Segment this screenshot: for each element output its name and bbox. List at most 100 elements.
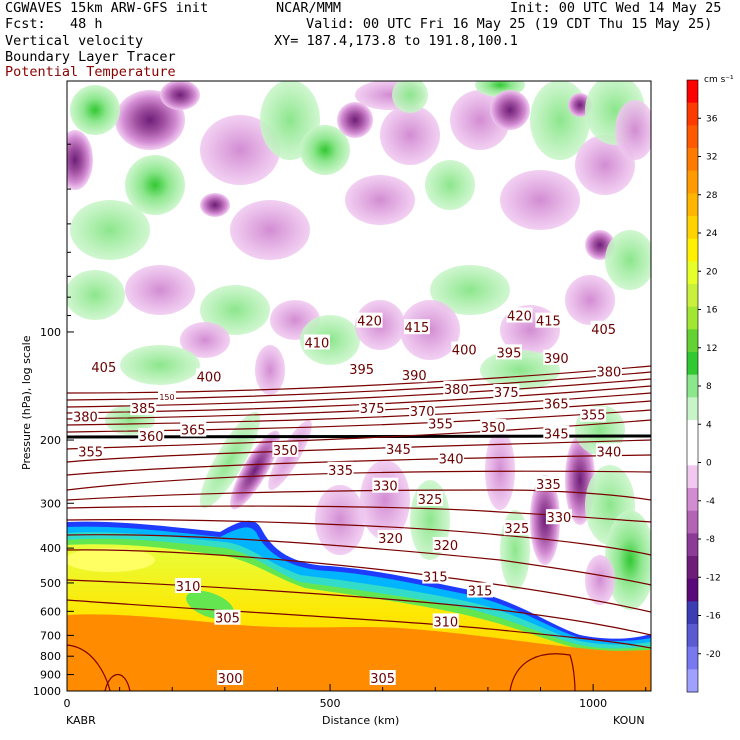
theta-label-bg — [359, 400, 386, 416]
y-axis: 100 200 300 400 500 600 700 800 900 1000 — [33, 80, 74, 698]
theta-contour-label: 420 — [507, 310, 532, 325]
colorbar-swatch — [687, 420, 698, 444]
theta-label-bg — [535, 312, 562, 328]
colorbar-swatch — [687, 510, 698, 534]
theta-contour-label: 355 — [78, 445, 103, 460]
theta-contour-label: 315 — [423, 571, 448, 586]
theta-contour-label: 405 — [591, 323, 616, 338]
theta-label-bg — [493, 384, 520, 400]
theta-label-bg — [175, 578, 202, 594]
theta-label-bg — [303, 334, 330, 350]
theta-label-bg — [196, 368, 223, 384]
theta-contour-label: 315 — [468, 585, 493, 600]
theta-label-bg — [503, 520, 530, 536]
field-potential-temperature: Potential Temperature — [5, 64, 176, 80]
cross-section-coords: XY= 187.4,173.8 to 191.8,100.1 — [274, 33, 518, 49]
y-tick-label: 100 — [40, 326, 61, 339]
theta-label-bg — [480, 419, 507, 435]
theta-contour-label: 365 — [181, 424, 206, 439]
colorbar-swatch — [687, 238, 698, 262]
theta-contour-label: 320 — [433, 539, 458, 554]
theta-contour-label: 355 — [428, 418, 453, 433]
theta-contour-labels: 420 420 415 415 405 410 400 395 390 405 400 395 390 3… — [72, 307, 622, 687]
colorbar-tick-label: 36 — [706, 114, 718, 124]
theta-label-bg — [438, 450, 465, 466]
theta-contour-label: 375 — [494, 386, 519, 401]
theta-label-bg — [545, 509, 572, 525]
colorbar-tick-label: 32 — [706, 153, 717, 163]
colorbar-swatch — [687, 329, 698, 353]
colorbar-tick-label: 8 — [706, 382, 712, 392]
plot-area — [67, 81, 651, 691]
x-tick-label: 1000 — [579, 697, 607, 710]
theta-contour-label: 345 — [386, 443, 411, 458]
colorbar-swatch — [687, 601, 698, 625]
theta-contour-label: 405 — [91, 361, 116, 376]
theta-label-bg — [401, 367, 428, 383]
y-tick-label: 400 — [40, 542, 61, 555]
forecast-hour: Fcst: 48 h — [5, 16, 103, 32]
theta-contour-label: 325 — [418, 493, 443, 508]
theta-contour-label: 325 — [504, 522, 529, 537]
theta-label-bg — [403, 319, 430, 335]
theta-contour-label: 415 — [404, 321, 429, 336]
theta-label-bg — [77, 443, 104, 459]
theta-label-bg — [348, 361, 375, 377]
theta-label-bg — [217, 669, 244, 685]
theta-contour-label: 380 — [73, 411, 98, 426]
colorbar-swatch — [687, 669, 698, 693]
theta-contour-label: 360 — [139, 430, 164, 445]
y-tick-label: 700 — [40, 629, 61, 642]
colorbar-swatch — [687, 624, 698, 648]
valid-time: Valid: 00 UTC Fri 16 May 25 (19 CDT Thu … — [306, 16, 713, 32]
colorbar-swatch — [687, 352, 698, 376]
theta-label-bg — [432, 536, 459, 552]
colorbar-swatch — [687, 442, 698, 466]
colorbar-swatch — [687, 533, 698, 557]
y-tick-label: 600 — [40, 605, 61, 618]
theta-label-bg — [535, 475, 562, 491]
theta-contour-label: 345 — [544, 428, 569, 443]
theta-contour-label: 310 — [176, 580, 201, 595]
theta-label-bg — [90, 358, 117, 374]
theta-contour-label: 395 — [349, 363, 374, 378]
right-endpoint-label: KOUN — [613, 714, 645, 727]
colorbar-swatch — [687, 216, 698, 240]
field-vertical-velocity: Vertical velocity — [5, 33, 144, 49]
theta-label-bg — [467, 582, 494, 598]
theta-contour-label: 375 — [360, 402, 385, 417]
theta-contour-label: 335 — [328, 464, 353, 479]
theta-label-bg — [543, 349, 570, 365]
colorbar-tick-label: -12 — [706, 573, 721, 583]
theta-label-bg — [385, 441, 412, 457]
theta-label-bg — [443, 380, 470, 396]
theta-label-bg — [130, 400, 157, 416]
x-tick-label: 500 — [320, 697, 341, 710]
theta-contour-label: 150 — [159, 393, 174, 402]
model-title: CGWAVES 15km ARW-GFS init — [5, 0, 209, 16]
colorbar-tick-label: 4 — [706, 420, 712, 430]
plot-frame — [66, 80, 652, 692]
theta-contour-label: 330 — [547, 511, 572, 526]
theta-label-bg — [272, 441, 299, 457]
colorbar: cm s⁻¹ 36 32 28 24 20 16 12 8 4 0 -4 -8 -12 -16 -20 — [686, 75, 734, 693]
colorbar-tick-label: -20 — [706, 650, 721, 660]
left-endpoint-label: KABR — [66, 714, 96, 727]
theta-label-bg — [451, 341, 478, 357]
colorbar-swatch — [687, 148, 698, 172]
theta-contour-label: 400 — [197, 370, 222, 385]
colorbar-swatch — [687, 284, 698, 308]
theta-label-bg — [417, 491, 444, 507]
colorbar-swatch — [687, 646, 698, 670]
theta-label-bg — [422, 568, 449, 584]
colorbar-tick-label: 0 — [706, 459, 712, 469]
colorbar-swatch — [687, 261, 698, 285]
theta-contour-label: 420 — [357, 315, 382, 330]
theta-label-bg — [369, 669, 396, 685]
init-time: Init: 00 UTC Wed 14 May 25 — [510, 0, 722, 16]
theta-label-bg — [356, 312, 383, 328]
theta-contour-label: 340 — [596, 445, 621, 460]
colorbar-tick-label: -8 — [706, 535, 715, 545]
x-axis-title: Distance (km) — [322, 714, 399, 727]
